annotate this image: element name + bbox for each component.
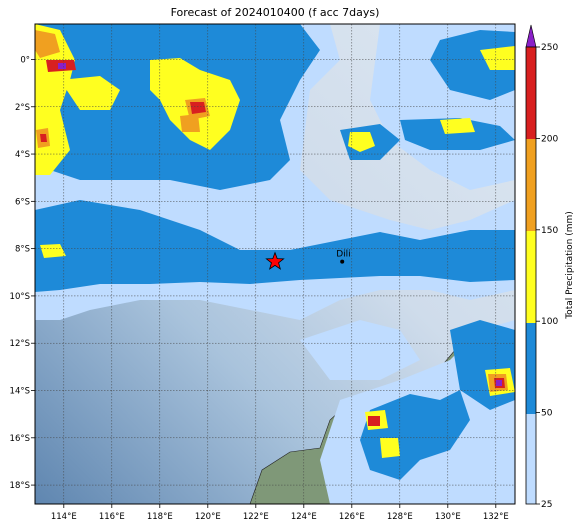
x-tick-label: 132°E [483,512,509,522]
y-tick-label: 6°S [15,197,30,207]
y-tick-label: 12°S [10,339,30,349]
map-title: Forecast of 2024010400 (f acc 7days) [170,6,380,19]
colorbar-frame [525,46,537,505]
x-tick-label: 128°E [387,512,413,522]
colorbar-extend-arrow [525,24,537,48]
colorbar-tick-label: 150 [541,226,558,236]
plot-frame [34,23,516,505]
y-tick-label: 4°S [15,150,30,160]
x-tick-label: 122°E [243,512,269,522]
colorbar-tick-label: 100 [541,317,558,327]
colorbar-bin-150-200 [526,139,536,231]
y-tick-label: 14°S [10,387,30,397]
y-tick-label: 0° [20,55,30,65]
y-tick-label: 18°S [10,481,30,491]
x-tick-label: 120°E [195,512,221,522]
x-tick-label: 124°E [291,512,317,522]
x-tick-label: 114°E [51,512,77,522]
city-markers: Dili [336,250,351,264]
gridlines [35,24,515,504]
colorbar-bin-100-150 [526,231,536,323]
colorbar-ticks: 25 50 100 150 200 250 [536,43,558,510]
y-tick-label: 2°S [15,103,30,113]
x-tick-label: 118°E [147,512,173,522]
colorbar-bin-25-50 [526,414,536,504]
y-tick-label: 16°S [10,434,30,444]
colorbar-label: Total Precipitation (mm) [565,211,575,320]
x-tick-label: 116°E [99,512,125,522]
colorbar-tick-label: 25 [541,500,552,510]
colorbar-bin-50-100 [526,323,536,414]
y-tick-label: 8°S [15,245,30,255]
event-star-marker [265,251,285,270]
colorbar-tick-label: 50 [541,409,553,419]
colorbar-bin-200-250 [526,47,536,139]
y-tick-label: 10°S [10,292,30,302]
x-tick-label: 130°E [435,512,461,522]
city-label: Dili [336,250,350,260]
x-tick-label: 126°E [339,512,365,522]
city-dot [340,259,345,264]
colorbar-tick-label: 200 [541,134,558,144]
colorbar: 25 50 100 150 200 250 Total Precipitation (mm… [525,24,575,510]
colorbar-tick-label: 250 [541,43,558,53]
x-axis-ticks: 114°E 116°E 118°E 120°E 122°E 124°E 126°E 128°E… [51,504,509,522]
y-axis-ticks: 0° 2°S 4°S 6°S 8°S 10°S 12°S 14°S 16°S 18°S [10,55,35,491]
